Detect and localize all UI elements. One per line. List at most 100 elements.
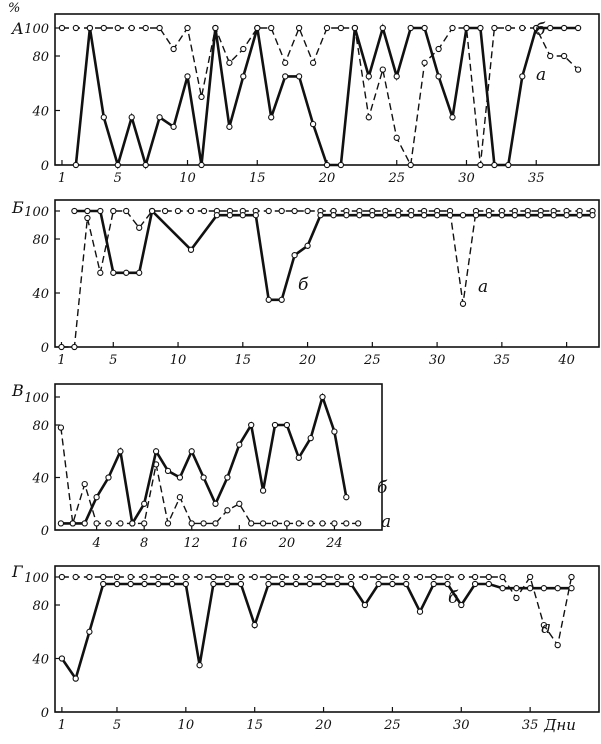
data-point: [168, 580, 176, 588]
data-point: [540, 585, 548, 592]
y-tick-label: 100: [24, 391, 49, 406]
series-line-b: [60, 392, 348, 528]
data-point: [196, 573, 203, 581]
data-point: [164, 520, 172, 527]
x-tick-label: 10: [178, 718, 195, 733]
data-point: [304, 207, 311, 215]
data-point: [224, 573, 231, 581]
data-point: [403, 580, 410, 588]
data-point: [554, 641, 561, 649]
data-point: [240, 73, 247, 80]
data-point: [444, 580, 451, 588]
data-point: [283, 520, 291, 527]
data-point: [568, 585, 575, 592]
data-point: [291, 252, 298, 259]
data-point: [458, 573, 465, 581]
data-point: [337, 24, 345, 32]
data-point: [72, 675, 79, 682]
data-point: [182, 573, 189, 581]
data-point: [259, 520, 267, 527]
x-tick-label: 5: [109, 353, 117, 368]
data-point: [148, 207, 156, 215]
data-point: [224, 507, 231, 514]
data-point: [459, 300, 467, 307]
data-point: [337, 161, 345, 169]
data-point: [93, 494, 100, 501]
data-point: [142, 24, 149, 32]
data-point: [361, 601, 369, 609]
data-point: [113, 573, 121, 581]
data-point: [86, 573, 93, 581]
data-point: [136, 269, 143, 276]
data-point: [71, 207, 78, 215]
series-line-b: [74, 23, 579, 170]
data-point: [291, 207, 298, 215]
data-point: [568, 573, 575, 581]
data-point: [356, 212, 363, 219]
x-tick-label: 25: [363, 353, 381, 368]
y-tick-label: 80: [32, 599, 49, 614]
panel-letter: A: [10, 19, 24, 38]
data-point: [168, 573, 176, 581]
data-point: [319, 393, 326, 401]
series-label: б: [448, 588, 459, 608]
data-point: [136, 224, 143, 231]
data-point: [526, 573, 534, 581]
x-tick-label: 10: [170, 353, 187, 368]
x-tick-label: 35: [522, 718, 539, 733]
panel-3: В 0 40 80 100 4 8 12 16 20 24 аб: [11, 381, 391, 551]
data-point: [226, 59, 233, 66]
data-point: [513, 585, 520, 592]
data-point: [499, 573, 506, 581]
data-point: [309, 59, 317, 66]
data-point: [334, 580, 341, 588]
y-tick-label: 0: [41, 524, 49, 539]
x-tick-label: 30: [453, 718, 470, 733]
data-point: [236, 500, 243, 507]
data-point: [170, 45, 177, 53]
series-label: б: [535, 20, 546, 40]
data-point: [188, 520, 195, 527]
data-point: [69, 520, 76, 527]
data-point: [435, 73, 442, 80]
data-point: [491, 24, 498, 32]
data-point: [347, 580, 355, 588]
data-point: [100, 24, 107, 32]
data-point: [533, 24, 540, 32]
data-point: [547, 24, 554, 32]
plot-frame: [54, 565, 600, 713]
data-point: [306, 580, 313, 588]
x-tick-label: 24: [325, 536, 343, 551]
data-point: [343, 494, 350, 501]
data-point: [416, 608, 424, 615]
data-point: [237, 573, 245, 581]
data-point: [251, 621, 258, 629]
data-point: [71, 343, 78, 351]
data-point: [550, 212, 557, 219]
y-tick-label: 80: [32, 419, 49, 434]
data-point: [58, 24, 66, 32]
data-point: [382, 212, 389, 219]
data-point: [265, 580, 272, 588]
data-point: [155, 573, 162, 581]
x-tick-label: 20: [278, 536, 296, 551]
data-point: [351, 24, 359, 32]
data-point: [343, 520, 350, 527]
data-point: [210, 573, 217, 581]
data-point: [407, 161, 414, 169]
data-point: [526, 585, 534, 592]
x-tick-label: 35: [494, 353, 511, 368]
data-point: [403, 573, 410, 581]
data-point: [105, 474, 112, 481]
data-point: [560, 24, 568, 32]
data-point: [279, 573, 286, 581]
data-point: [343, 212, 350, 219]
data-point: [369, 212, 376, 219]
data-point: [554, 585, 561, 592]
data-point: [212, 24, 219, 32]
data-point: [519, 73, 526, 80]
data-point: [200, 474, 207, 481]
data-point: [307, 520, 314, 527]
